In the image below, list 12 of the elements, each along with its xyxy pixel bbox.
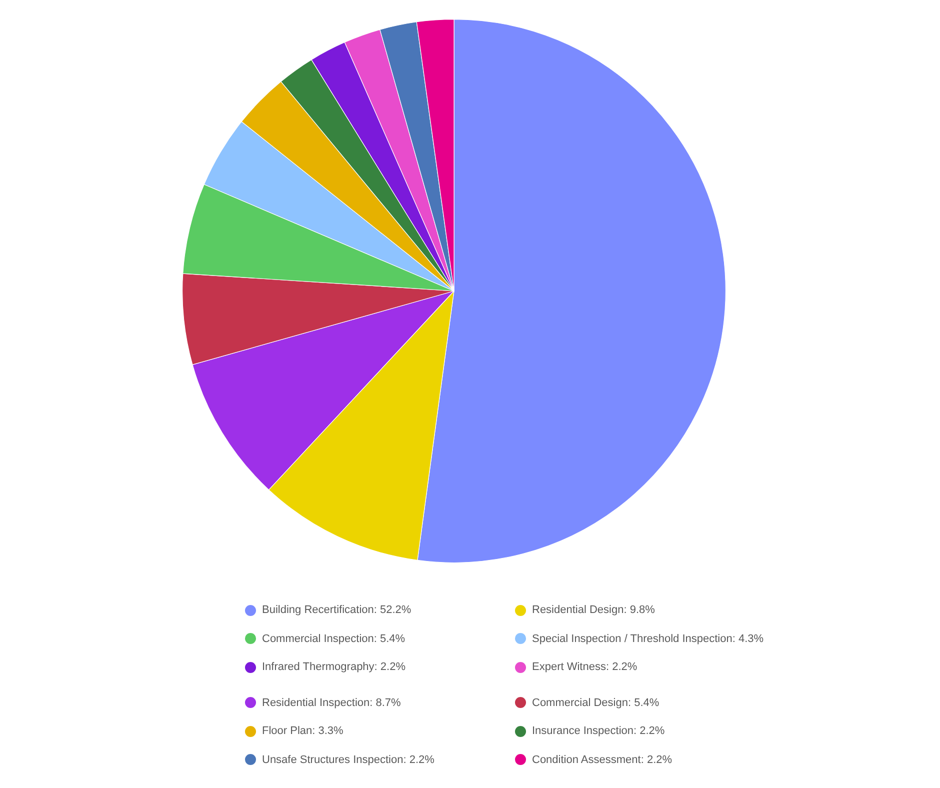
legend-label: Building Recertification: 52.2% <box>262 604 412 616</box>
legend-label: Residential Inspection: 8.7% <box>262 696 401 709</box>
legend-label: Unsafe Structures Inspection: 2.2% <box>262 754 434 766</box>
legend-label: Insurance Inspection: 2.2% <box>532 725 665 738</box>
legend-label: Condition Assessment: 2.2% <box>532 754 672 766</box>
legend-label: Commercial Design: 5.4% <box>532 696 660 709</box>
legend-label: Floor Plan: 3.3% <box>262 725 344 738</box>
legend-label: Commercial Inspection: 5.4% <box>262 632 406 645</box>
legend-label: Infrared Thermography: 2.2% <box>262 661 406 674</box>
legend-label: Expert Witness: 2.2% <box>532 661 638 674</box>
legend-label: Special Inspection / Threshold Inspection: 4.3% <box>532 632 764 645</box>
legend-label: Residential Design: 9.8% <box>532 604 655 616</box>
